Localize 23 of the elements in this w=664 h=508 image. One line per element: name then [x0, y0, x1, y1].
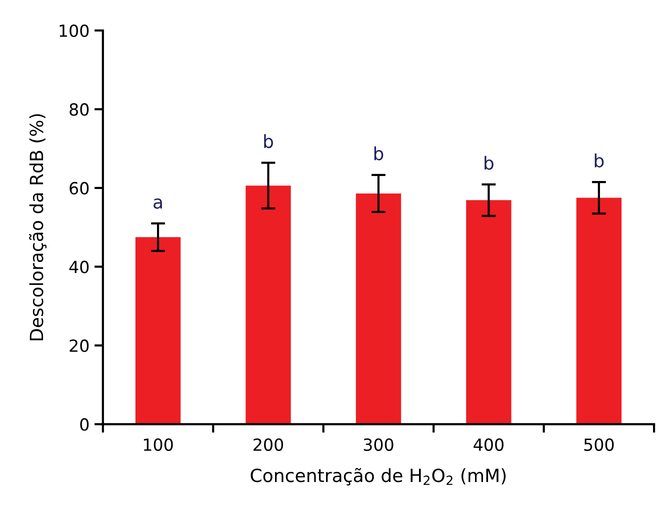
- x-tick-label: 400: [474, 438, 504, 451]
- annotation: b: [264, 134, 273, 148]
- annotation: b: [374, 146, 384, 160]
- bar: [356, 193, 402, 424]
- annotation: b: [594, 153, 604, 168]
- y-tick-label: 100: [60, 24, 89, 38]
- annotation: a: [154, 198, 162, 209]
- annotation: b: [484, 156, 494, 170]
- y-tick-label: 60: [70, 182, 89, 195]
- y-tick-label: 20: [70, 339, 89, 352]
- y-tick-label: 80: [70, 103, 89, 116]
- y-tick-label: 40: [69, 260, 89, 274]
- bar: [466, 200, 512, 424]
- y-tick-label: 0: [80, 418, 89, 431]
- bar: [576, 198, 622, 424]
- bar: [246, 186, 291, 424]
- x-tick-label: 300: [364, 438, 394, 451]
- x-axis-title: Concentração de H$_{2}$O$_{2}$ (mM): [250, 468, 506, 486]
- bar: [135, 237, 181, 424]
- x-tick-label: 100: [144, 438, 173, 451]
- y-axis-title: Descoloração da RdB (%): [29, 114, 47, 340]
- x-tick-label: 500: [584, 438, 614, 451]
- x-tick-label: 200: [254, 438, 284, 451]
